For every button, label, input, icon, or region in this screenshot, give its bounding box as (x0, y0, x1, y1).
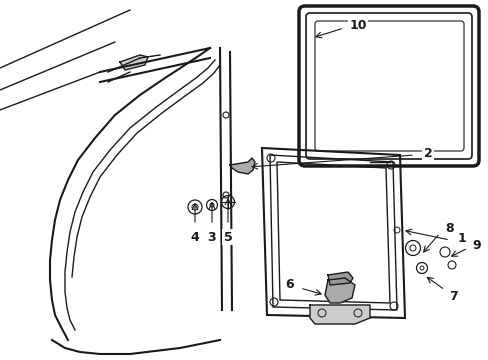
Text: 10: 10 (348, 18, 366, 32)
Text: 7: 7 (447, 289, 456, 302)
Polygon shape (325, 278, 354, 303)
Text: 8: 8 (445, 221, 453, 234)
Polygon shape (327, 272, 352, 285)
Text: 4: 4 (190, 230, 199, 243)
Text: 5: 5 (223, 230, 232, 243)
Polygon shape (309, 305, 369, 324)
Polygon shape (229, 158, 254, 174)
Text: 3: 3 (207, 230, 216, 243)
Polygon shape (120, 55, 148, 70)
Text: 2: 2 (423, 147, 431, 159)
Text: 9: 9 (472, 239, 480, 252)
Text: 6: 6 (285, 279, 294, 292)
Text: 1: 1 (457, 231, 466, 244)
